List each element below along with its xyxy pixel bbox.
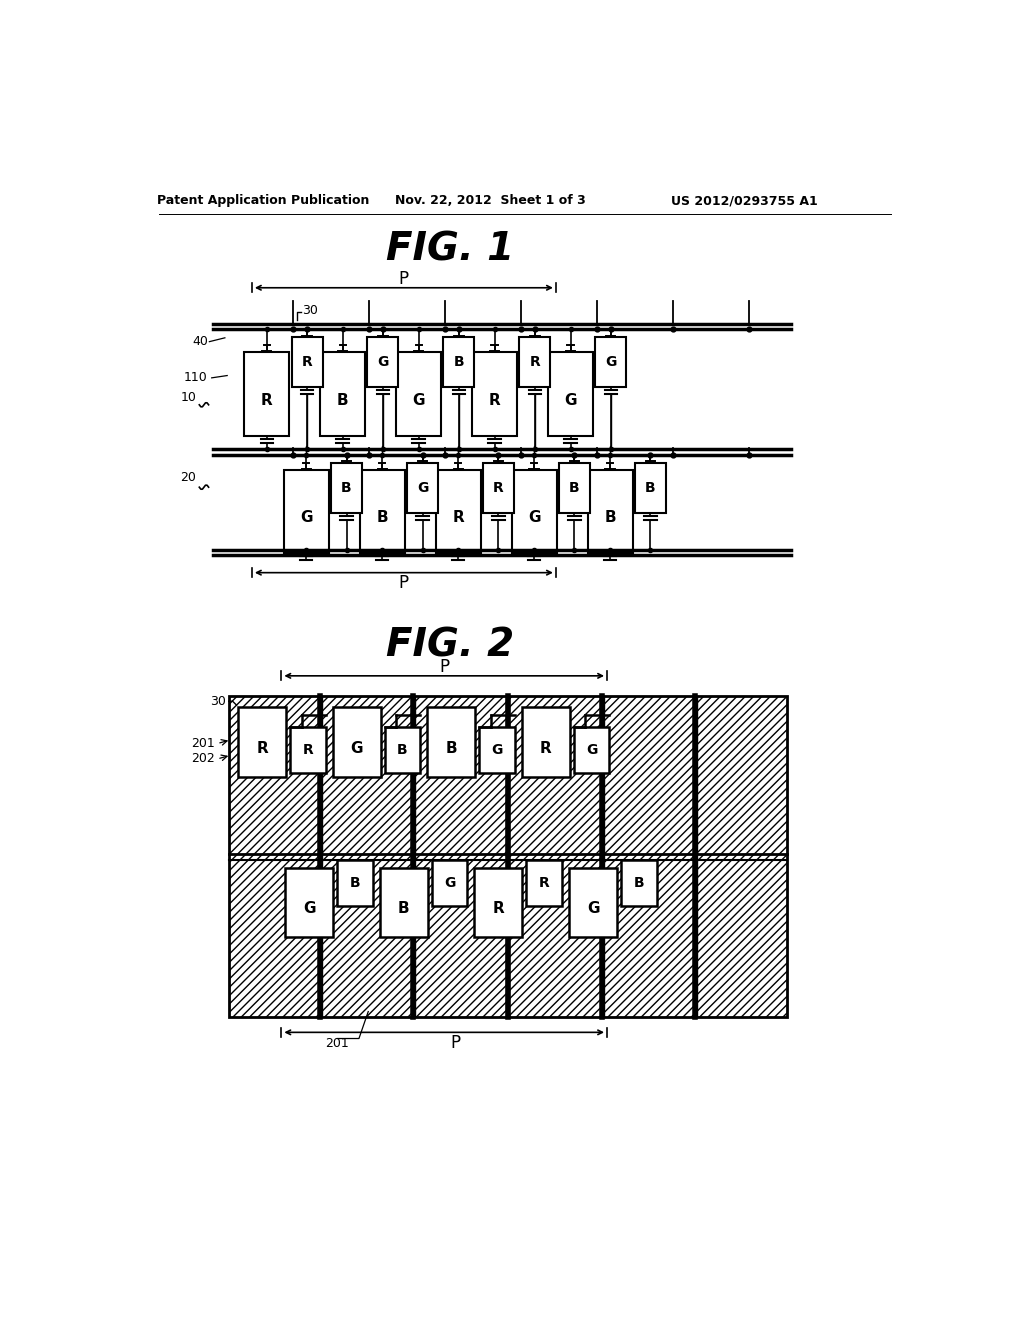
Text: G: G: [303, 900, 315, 916]
Text: R: R: [261, 392, 272, 408]
Text: G: G: [587, 900, 599, 916]
Text: B: B: [377, 511, 388, 525]
Bar: [407, 462, 438, 512]
Text: 30: 30: [302, 305, 318, 317]
Bar: [359, 470, 404, 553]
Text: R: R: [494, 480, 504, 495]
Bar: [512, 470, 557, 553]
Bar: [333, 708, 381, 776]
Text: P: P: [439, 657, 450, 676]
Bar: [519, 337, 550, 387]
Text: B: B: [604, 511, 615, 525]
Text: 201: 201: [191, 737, 215, 750]
Bar: [380, 867, 428, 937]
Text: B: B: [645, 480, 655, 495]
Bar: [621, 859, 656, 906]
Bar: [588, 470, 633, 553]
Text: 20: 20: [180, 471, 197, 484]
Bar: [368, 337, 398, 387]
Text: 40: 40: [191, 335, 208, 348]
Text: FIG. 2: FIG. 2: [386, 626, 514, 664]
Text: B: B: [341, 480, 352, 495]
Bar: [559, 462, 590, 512]
Text: B: B: [397, 743, 408, 756]
Text: B: B: [454, 355, 464, 370]
Text: R: R: [539, 876, 550, 890]
Text: G: G: [377, 355, 389, 370]
Text: R: R: [493, 900, 505, 916]
Text: P: P: [451, 1034, 461, 1052]
Bar: [472, 352, 517, 436]
Text: R: R: [302, 355, 312, 370]
Text: P: P: [398, 574, 409, 593]
Text: G: G: [417, 480, 428, 495]
Bar: [286, 867, 334, 937]
Bar: [228, 696, 786, 1016]
Bar: [443, 337, 474, 387]
Bar: [245, 352, 289, 436]
Text: G: G: [300, 511, 312, 525]
Text: R: R: [540, 741, 552, 756]
Text: P: P: [398, 271, 409, 288]
Bar: [569, 867, 617, 937]
Text: B: B: [350, 876, 360, 890]
Text: G: G: [586, 743, 597, 756]
Text: US 2012/0293755 A1: US 2012/0293755 A1: [671, 194, 817, 207]
Bar: [474, 867, 522, 937]
Bar: [396, 352, 441, 436]
Text: R: R: [302, 743, 313, 756]
Bar: [337, 859, 373, 906]
Text: G: G: [605, 355, 616, 370]
Text: G: G: [492, 743, 503, 756]
Bar: [292, 337, 323, 387]
Text: R: R: [529, 355, 541, 370]
Text: B: B: [337, 392, 348, 408]
Text: FIG. 1: FIG. 1: [386, 230, 514, 268]
Bar: [595, 337, 627, 387]
Text: B: B: [634, 876, 644, 890]
Bar: [435, 470, 480, 553]
Bar: [290, 726, 326, 774]
Text: Patent Application Publication: Patent Application Publication: [158, 194, 370, 207]
Bar: [479, 726, 515, 774]
Bar: [238, 708, 286, 776]
Text: R: R: [256, 741, 268, 756]
Text: G: G: [413, 392, 425, 408]
Text: R: R: [453, 511, 464, 525]
Bar: [521, 708, 569, 776]
Bar: [321, 352, 366, 436]
Text: G: G: [350, 741, 362, 756]
Text: B: B: [569, 480, 580, 495]
Text: 201: 201: [326, 1036, 349, 1049]
Text: G: G: [527, 511, 541, 525]
Text: B: B: [398, 900, 410, 916]
Bar: [385, 726, 420, 774]
Bar: [548, 352, 593, 436]
Text: B: B: [445, 741, 457, 756]
Text: 30: 30: [211, 694, 226, 708]
Text: 202: 202: [191, 752, 215, 766]
Text: Nov. 22, 2012  Sheet 1 of 3: Nov. 22, 2012 Sheet 1 of 3: [395, 194, 586, 207]
Text: 110: 110: [184, 371, 208, 384]
Bar: [635, 462, 666, 512]
Text: G: G: [444, 876, 456, 890]
Text: 10: 10: [180, 391, 197, 404]
Bar: [284, 470, 329, 553]
Bar: [432, 859, 467, 906]
Text: R: R: [488, 392, 501, 408]
Bar: [483, 462, 514, 512]
Bar: [526, 859, 562, 906]
Bar: [427, 708, 475, 776]
Bar: [331, 462, 362, 512]
Text: G: G: [564, 392, 577, 408]
Bar: [573, 726, 609, 774]
